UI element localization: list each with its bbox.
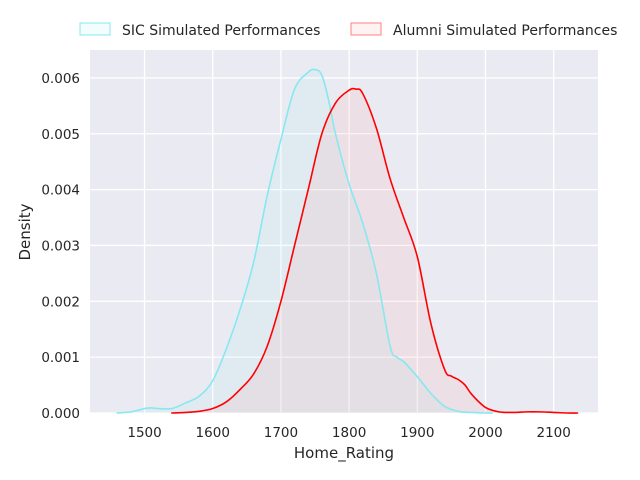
series-fill-alumni [171,88,578,414]
x-tick-label: 1900 [400,425,434,441]
legend-label-sic: SIC Simulated Performances [122,23,320,39]
legend-swatch-alumni [350,22,382,36]
y-tick-label: 0.003 [41,238,80,254]
series-line-alumni [171,87,579,414]
plot-background [90,50,598,413]
series-fill-sic [117,69,493,414]
series-fills [117,69,578,414]
series-line-sic [116,68,494,414]
y-tick-label: 0.000 [41,406,80,422]
x-tick-labels: 1500 1600 1700 1800 1900 2000 2100 [127,425,570,441]
legend-swatch-sic [79,22,111,36]
legend-label-alumni: Alumni Simulated Performances [393,23,617,39]
x-tick-label: 1800 [332,425,366,441]
x-tick-label: 2100 [536,425,570,441]
legend: SIC Simulated Performances Alumni Simula… [79,22,617,39]
y-tick-label: 0.006 [41,71,80,87]
y-tick-label: 0.001 [41,350,80,366]
y-tick-labels: 0.000 0.001 0.002 0.003 0.004 0.005 0.006 [41,71,80,422]
y-tick-label: 0.004 [41,183,80,199]
x-tick-label: 1700 [264,425,298,441]
x-axis-label: Home_Rating [294,444,394,463]
y-tick-label: 0.002 [41,294,80,310]
series-lines [116,68,579,414]
y-tick-label: 0.005 [41,127,80,143]
y-axis-label: Density [16,203,34,260]
x-tick-label: 1500 [127,425,161,441]
x-tick-label: 2000 [468,425,502,441]
x-tick-label: 1600 [196,425,230,441]
